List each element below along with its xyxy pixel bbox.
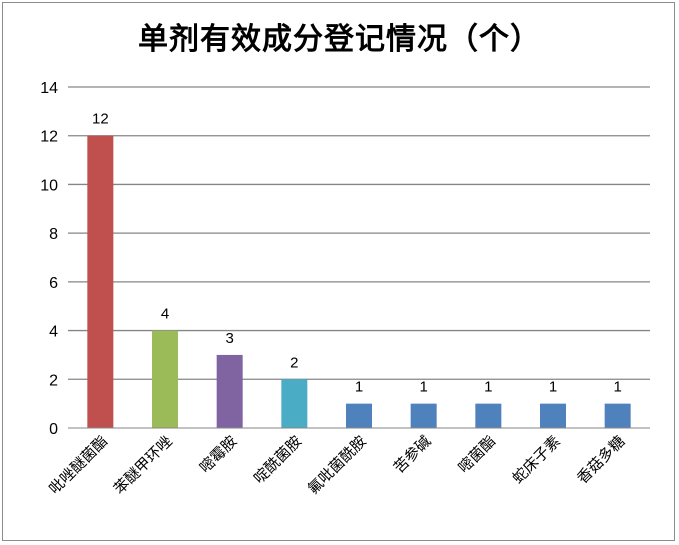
- x-tick-label: 氟吡菌酰胺: [304, 432, 370, 498]
- y-tick-label: 8: [49, 226, 58, 243]
- bar: [152, 330, 178, 428]
- x-tick-label: 香菇多糖: [573, 432, 628, 487]
- chart-title: 单剂有效成分登记情况（个）: [138, 22, 541, 57]
- bar: [540, 403, 566, 428]
- data-label: 1: [419, 379, 427, 396]
- data-label: 1: [549, 379, 557, 396]
- data-label: 1: [355, 379, 363, 396]
- bar: [216, 354, 243, 428]
- x-tick-label: 蛇床子素: [509, 432, 564, 487]
- bars: [87, 135, 631, 428]
- data-label: 1: [484, 379, 492, 396]
- data-label: 12: [92, 111, 109, 128]
- bar: [410, 403, 437, 428]
- x-tick-label: 吡唑醚菌酯: [45, 432, 111, 498]
- y-tick-label: 0: [49, 421, 58, 438]
- y-axis-ticks: 0 2 4 6 8 10 12 14: [40, 80, 58, 438]
- data-label: 4: [161, 306, 169, 323]
- y-tick-label: 4: [49, 324, 58, 341]
- data-label: 2: [290, 354, 298, 371]
- data-labels: 12 4 3 2 1 1 1 1 1: [92, 111, 622, 396]
- y-tick-label: 12: [40, 129, 58, 146]
- bar: [87, 135, 114, 428]
- x-tick-label: 嘧霉胺: [196, 432, 241, 477]
- y-tick-label: 6: [49, 275, 58, 292]
- y-tick-label: 14: [40, 80, 58, 97]
- bar: [281, 379, 308, 428]
- y-tick-label: 2: [49, 372, 58, 389]
- x-tick-label: 啶酰菌胺: [250, 432, 305, 487]
- y-tick-label: 10: [40, 177, 58, 194]
- data-label: 3: [225, 330, 233, 347]
- bar: [475, 403, 502, 428]
- x-tick-label: 嘧菌酯: [455, 432, 500, 477]
- bar: [346, 403, 372, 428]
- x-tick-label: 苯醚甲环唑: [110, 432, 176, 498]
- x-tick-label: 苦参碱: [390, 432, 435, 477]
- bar: [604, 403, 631, 428]
- data-label: 1: [613, 379, 621, 396]
